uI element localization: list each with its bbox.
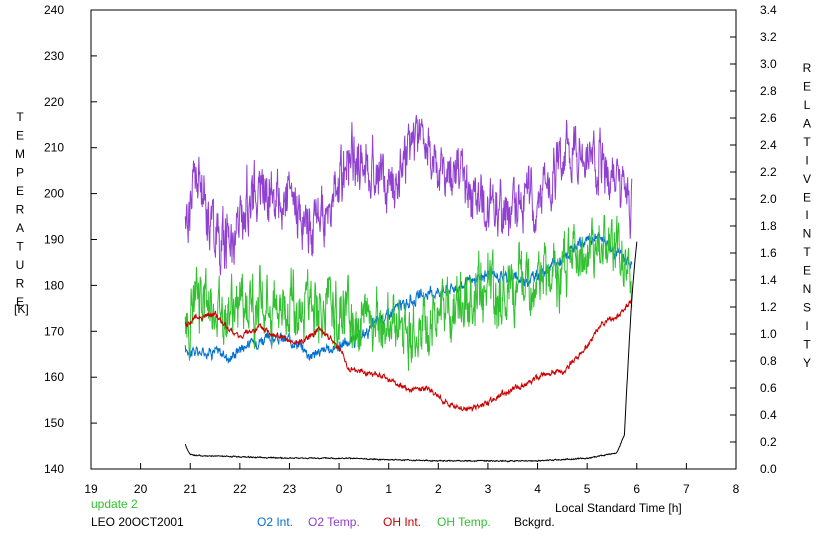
right-label-letter: E xyxy=(803,191,811,205)
right-tick-label: 2.0 xyxy=(760,192,777,206)
right-label-letter: E xyxy=(803,264,811,278)
right-label-letter: E xyxy=(803,80,811,94)
left-tick-label: 240 xyxy=(44,3,64,17)
right-tick-label: 0.0 xyxy=(760,462,777,476)
left-axis: 140 150 160 170 180 190 200 210 220 230 240 xyxy=(44,3,97,476)
update-annotation: update 2 xyxy=(91,497,138,511)
right-label-letter: L xyxy=(804,98,811,112)
left-label-letter: E xyxy=(16,295,24,309)
left-label-letter: R xyxy=(16,277,25,291)
right-tick-label: 2.8 xyxy=(760,84,777,98)
left-tick-label: 230 xyxy=(44,49,64,63)
series-line-4 xyxy=(184,241,638,463)
legend-entry: O2 Int. xyxy=(257,515,293,529)
left-tick-label: 150 xyxy=(44,416,64,430)
x-tick-label: 0 xyxy=(336,482,343,496)
series-layer xyxy=(184,114,638,463)
x-tick-label: 4 xyxy=(534,482,541,496)
legend-entry: Bckgrd. xyxy=(514,515,555,529)
right-label-letter: Y xyxy=(803,356,811,370)
right-tick-label: 2.2 xyxy=(760,165,777,179)
right-label-letter: R xyxy=(803,61,812,75)
right-tick-label: 0.4 xyxy=(760,408,777,422)
right-tick-label: 3.0 xyxy=(760,57,777,71)
legend-entry: O2 Temp. xyxy=(308,515,360,529)
right-axis: 0.0 0.2 0.4 0.6 0.8 1.0 1.2 1.4 1.6 1.8 2.0 2.2 2.4 2… xyxy=(730,3,777,476)
left-tick-label: 180 xyxy=(44,278,64,292)
left-tick-label: 220 xyxy=(44,95,64,109)
right-tick-label: 1.2 xyxy=(760,300,777,314)
left-label-letter: U xyxy=(16,258,25,272)
right-label-letter: I xyxy=(805,154,808,168)
series-line-3 xyxy=(184,214,633,371)
right-tick-label: 1.6 xyxy=(760,246,777,260)
left-label-letter: T xyxy=(16,110,24,124)
legend: O2 Int. O2 Temp. OH Int. OH Temp. Bckgrd. xyxy=(257,515,555,529)
left-label-letter: M xyxy=(15,147,25,161)
right-label-letter: T xyxy=(803,245,811,259)
right-tick-label: 3.4 xyxy=(760,3,777,17)
left-label-letter: P xyxy=(16,166,24,180)
x-tick-label: 6 xyxy=(633,482,640,496)
legend-entry: OH Temp. xyxy=(437,515,491,529)
x-tick-label: 22 xyxy=(233,482,247,496)
left-label-letter: E xyxy=(16,184,24,198)
right-tick-label: 1.8 xyxy=(760,219,777,233)
right-tick-label: 1.4 xyxy=(760,273,777,287)
station-annotation: LEO 20OCT2001 xyxy=(91,515,184,529)
left-label-letter: R xyxy=(16,203,25,217)
right-label-letter: V xyxy=(803,172,811,186)
left-tick-label: 200 xyxy=(44,187,64,201)
left-label-letter: A xyxy=(16,221,24,235)
left-axis-unit: [K] xyxy=(14,302,29,316)
right-label-letter: S xyxy=(803,301,811,315)
right-tick-label: 1.0 xyxy=(760,327,777,341)
left-tick-label: 210 xyxy=(44,141,64,155)
right-tick-label: 3.2 xyxy=(760,30,777,44)
x-tick-label: 3 xyxy=(485,482,492,496)
left-label-letter: E xyxy=(16,129,24,143)
right-tick-label: 0.8 xyxy=(760,354,777,368)
x-tick-label: 21 xyxy=(184,482,198,496)
x-tick-label: 19 xyxy=(84,482,98,496)
x-axis-title: Local Standard Time [h] xyxy=(555,501,682,515)
right-label-letter: N xyxy=(803,227,812,241)
series-line-1 xyxy=(184,114,633,276)
x-tick-label: 8 xyxy=(733,482,740,496)
right-label-letter: N xyxy=(803,282,812,296)
left-tick-label: 140 xyxy=(44,462,64,476)
right-tick-label: 0.2 xyxy=(760,435,777,449)
x-axis: 19 20 21 22 23 0 1 2 3 4 5 6 7 8 xyxy=(84,463,740,496)
x-tick-label: 5 xyxy=(584,482,591,496)
left-tick-label: 170 xyxy=(44,324,64,338)
x-tick-label: 2 xyxy=(435,482,442,496)
series-line-2 xyxy=(184,298,633,413)
right-label-letter: A xyxy=(803,117,811,131)
right-label-letter: I xyxy=(805,319,808,333)
right-tick-label: 2.4 xyxy=(760,138,777,152)
x-tick-label: 7 xyxy=(683,482,690,496)
x-tick-label: 1 xyxy=(385,482,392,496)
right-label-letter: T xyxy=(803,338,811,352)
x-tick-label: 20 xyxy=(134,482,148,496)
left-label-letter: T xyxy=(16,240,24,254)
left-tick-label: 190 xyxy=(44,233,64,247)
right-tick-label: 0.6 xyxy=(760,381,777,395)
right-tick-label: 2.6 xyxy=(760,111,777,125)
left-tick-label: 160 xyxy=(44,370,64,384)
right-label-letter: I xyxy=(805,208,808,222)
right-label-letter: T xyxy=(803,135,811,149)
x-tick-label: 23 xyxy=(283,482,297,496)
legend-entry: OH Int. xyxy=(383,515,421,529)
